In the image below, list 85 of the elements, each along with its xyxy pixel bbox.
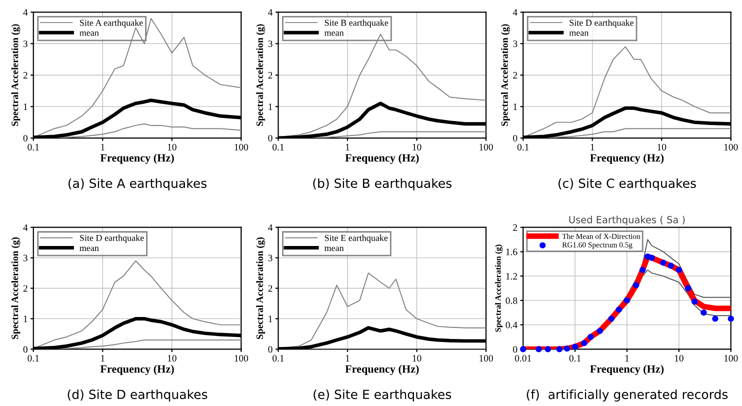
- chart-title: Used Earthquakes ( Sa ): [569, 216, 685, 226]
- x-tick-label: 10: [674, 354, 684, 362]
- x-tick-label: 100: [234, 144, 248, 150]
- x-tick-label: 0.01: [514, 354, 532, 362]
- y-tick-label: 1: [24, 104, 28, 110]
- x-axis-title: Frequency (Hz): [590, 154, 664, 164]
- x-tick-label: 100: [480, 354, 493, 362]
- x-tick-label: 100: [234, 354, 248, 362]
- x-tick-label: 10: [168, 144, 176, 150]
- x-tick-label: 0.1: [272, 144, 284, 150]
- legend-label: Site D earthquake: [80, 234, 144, 243]
- x-axis-title: Frequency (Hz): [345, 154, 419, 164]
- y-axis-title: Spectral Acceleration (g): [11, 24, 20, 126]
- legend-label: Site E earthquake: [324, 234, 388, 243]
- legend-label: Site B earthquake: [324, 19, 388, 28]
- x-tick-label: 10: [658, 144, 666, 150]
- y-tick-label: 3: [23, 40, 28, 48]
- y-tick-label: 2: [23, 285, 28, 292]
- x-tick-label: 100: [480, 144, 493, 150]
- x-tick-label: 100: [724, 354, 738, 362]
- y-tick-label: 0: [23, 134, 28, 142]
- legend-label: mean: [324, 32, 344, 36]
- x-tick-label: 0.1: [28, 144, 39, 150]
- legend-label: mean: [80, 32, 99, 36]
- y-tick-label: 0.4: [506, 322, 518, 328]
- y-tick-label: 0: [268, 134, 272, 142]
- text: (f) artificially generated records: [526, 389, 728, 402]
- y-tick-label: 1: [24, 316, 28, 322]
- y-tick-label: 0: [513, 346, 518, 353]
- text: (c) Site C earthquakes: [558, 178, 696, 190]
- x-tick-label: 10: [412, 354, 422, 362]
- y-tick-label: 2: [268, 72, 272, 78]
- legend-label: mean: [569, 32, 589, 36]
- x-tick-label: 0.1: [569, 354, 581, 362]
- y-tick-label: 3: [268, 254, 272, 262]
- legend-label: Site D earthquake: [570, 19, 634, 28]
- y-tick-label: 4: [268, 224, 273, 231]
- y-tick-label: 4: [23, 224, 28, 231]
- y-tick-label: 0: [513, 134, 518, 142]
- x-tick-label: 1: [101, 355, 104, 362]
- text: (a) Site A earthquakes: [68, 178, 207, 190]
- y-tick-label: 3: [513, 40, 518, 48]
- x-tick-label: 1: [346, 144, 350, 150]
- text: (d) Site D earthquakes: [68, 389, 208, 402]
- x-tick-label: 0.1: [28, 354, 39, 362]
- text: (b) Site B earthquakes: [313, 178, 452, 190]
- x-axis-title: Frequency (Hz): [100, 154, 174, 164]
- y-tick-label: 4: [23, 9, 28, 16]
- x-tick-label: 1: [590, 144, 594, 150]
- x-tick-label: 0.1: [272, 354, 284, 362]
- y-tick-label: 2: [513, 72, 518, 78]
- y-tick-label: 1: [268, 316, 272, 322]
- x-tick-label: 10: [412, 144, 422, 150]
- y-tick-label: 3: [23, 254, 28, 262]
- y-axis-title: Spectral Acceleration (g): [256, 24, 266, 126]
- legend-label: mean: [324, 246, 344, 252]
- x-tick-label: 1: [625, 355, 629, 362]
- y-axis-title: Spectral Acceleration (g): [256, 237, 266, 340]
- x-tick-label: 10: [168, 354, 176, 362]
- legend-label: mean: [80, 246, 99, 252]
- legend-label: Site A earthquake: [80, 19, 143, 28]
- x-axis-title: Frequency (Hz): [100, 364, 174, 376]
- y-tick-label: 2: [513, 224, 518, 231]
- y-tick-label: 2: [23, 72, 28, 78]
- x-tick-label: 1: [101, 144, 104, 150]
- x-axis-title: Frequency (Hz): [590, 364, 664, 376]
- x-tick-label: 0.1: [517, 144, 529, 150]
- x-tick-label: 1: [346, 355, 350, 362]
- y-tick-label: 4: [512, 9, 518, 16]
- text: (e) Site E earthquakes: [314, 389, 452, 402]
- y-tick-label: 3: [268, 40, 272, 48]
- y-axis-title: Spectral Acceleration (g): [11, 237, 20, 340]
- y-tick-label: 4: [268, 9, 273, 16]
- y-tick-label: 0: [268, 346, 272, 353]
- x-tick-label: 100: [724, 144, 738, 150]
- y-axis-title: Spectral Acceleration (g): [501, 24, 510, 126]
- y-tick-label: 1: [268, 104, 272, 110]
- y-tick-label: 2: [268, 285, 272, 292]
- x-axis-title: Frequency (Hz): [345, 364, 419, 376]
- y-tick-label: 1: [514, 104, 517, 110]
- y-tick-label: 0: [23, 346, 28, 353]
- y-tick-label: 1.6: [506, 248, 518, 256]
- y-tick-label: 1.2: [506, 273, 518, 280]
- y-axis-title: Spectral Acceleration (g): [495, 244, 503, 332]
- y-tick-label: 0.8: [506, 297, 518, 304]
